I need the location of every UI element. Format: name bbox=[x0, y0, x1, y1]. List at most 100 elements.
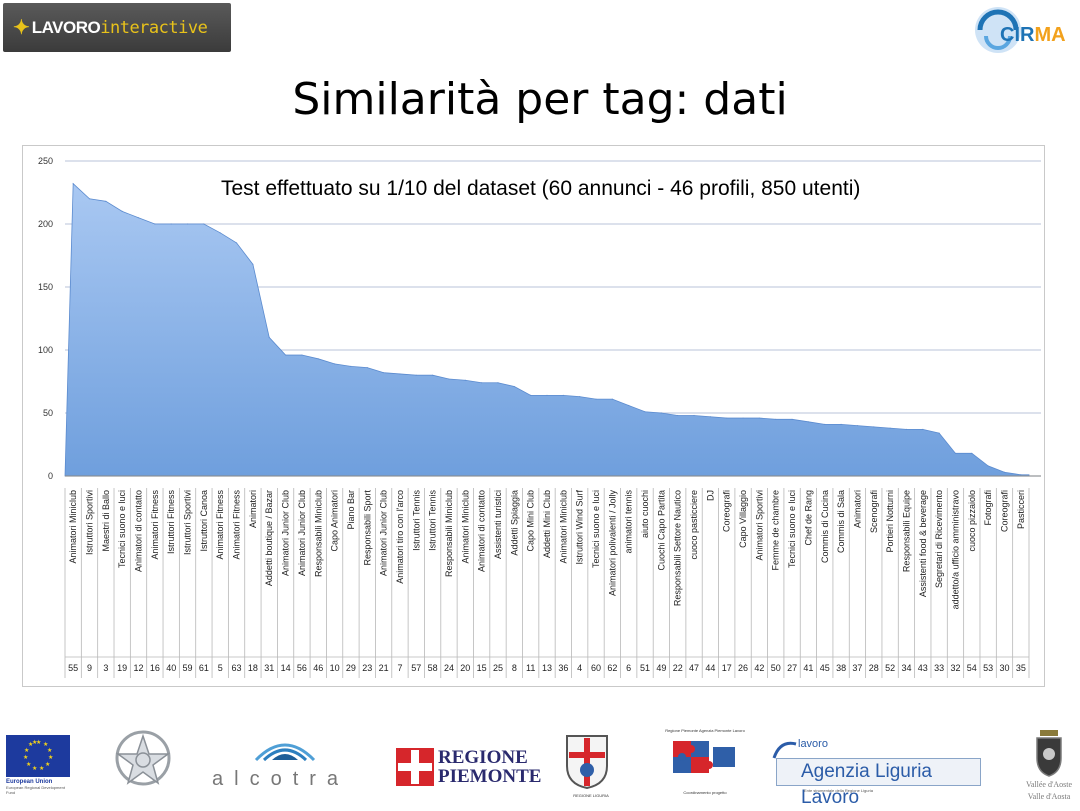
data-point bbox=[170, 223, 172, 225]
id-label: 47 bbox=[689, 663, 699, 673]
x-tick-label: Addetti Spiaggia bbox=[509, 490, 519, 556]
id-label: 53 bbox=[983, 663, 993, 673]
y-tick-label: 250 bbox=[38, 156, 53, 166]
id-label: 11 bbox=[526, 663, 535, 673]
data-point bbox=[513, 385, 515, 388]
x-tick-label: Chef de Rang bbox=[803, 490, 813, 546]
piemonte-wordmark: REGIONE PIEMONTE bbox=[438, 748, 541, 786]
svg-text:★: ★ bbox=[24, 747, 29, 754]
vda-line-1: Vallée d'Aoste bbox=[1025, 780, 1073, 789]
valle-aosta-crest-icon bbox=[1036, 730, 1062, 777]
data-point bbox=[922, 428, 924, 430]
x-tick-label: Istruttori Sportivi bbox=[183, 490, 193, 555]
x-tick-label: Portieri Notturni bbox=[885, 490, 895, 553]
id-label: 22 bbox=[673, 663, 683, 673]
data-point bbox=[399, 373, 401, 375]
all-small-label: lavoro bbox=[798, 738, 828, 750]
id-label: 37 bbox=[852, 663, 862, 673]
x-tick-label: Istruttori Tennis bbox=[411, 490, 421, 551]
x-tick-label: Commis di Cucina bbox=[820, 490, 830, 563]
id-label: 30 bbox=[999, 663, 1009, 673]
data-point bbox=[301, 354, 303, 356]
svg-text:★: ★ bbox=[43, 741, 48, 748]
data-point bbox=[137, 217, 140, 219]
data-point bbox=[1003, 471, 1006, 473]
x-tick-label: Animatori Miniclub bbox=[558, 490, 568, 564]
cirma-wordmark: CIRMA bbox=[1000, 24, 1066, 47]
y-tick-label: 50 bbox=[43, 408, 53, 418]
x-tick-label: Pasticceri bbox=[1016, 490, 1026, 529]
id-label: 26 bbox=[738, 663, 748, 673]
logo-word-lavoro: LAVORO bbox=[31, 17, 101, 37]
data-point bbox=[775, 418, 777, 420]
id-label: 17 bbox=[722, 663, 732, 673]
data-point bbox=[971, 452, 973, 454]
id-label: 55 bbox=[68, 663, 78, 673]
id-label: 29 bbox=[346, 663, 356, 673]
all-swirl-icon bbox=[772, 741, 797, 759]
piemonte-cross-icon bbox=[396, 748, 434, 786]
vda-line-2: Valle d'Aosta bbox=[1027, 792, 1071, 801]
x-tick-label: Responsabili Equipe bbox=[901, 490, 911, 572]
svg-text:★: ★ bbox=[47, 747, 52, 754]
alcotra-wordmark: alcotra bbox=[212, 768, 350, 790]
id-label: 5 bbox=[218, 663, 223, 673]
data-point bbox=[987, 465, 989, 467]
data-point bbox=[235, 242, 238, 244]
x-tick-label: Animatori Fitness bbox=[215, 490, 225, 560]
cirma-logo: CIRMA bbox=[970, 2, 1080, 58]
data-point bbox=[72, 183, 74, 185]
data-point bbox=[464, 379, 466, 381]
data-point bbox=[791, 418, 793, 420]
id-label: 28 bbox=[869, 663, 879, 673]
id-label: 19 bbox=[117, 663, 127, 673]
svg-text:★: ★ bbox=[45, 761, 50, 768]
x-tick-label: Tecnici suono e luci bbox=[787, 490, 797, 568]
id-label: 36 bbox=[558, 663, 568, 673]
regione-piemonte-logo: REGIONE PIEMONTE bbox=[396, 748, 541, 788]
data-point bbox=[366, 367, 368, 369]
data-point bbox=[660, 412, 662, 414]
regione-liguria-logo: REGIONE LIGURIA bbox=[562, 732, 612, 800]
id-label: 20 bbox=[460, 663, 470, 673]
x-tick-label: Animatori tiro con l'arco bbox=[395, 490, 405, 584]
id-label: 9 bbox=[87, 663, 92, 673]
data-point bbox=[88, 198, 91, 200]
data-point bbox=[595, 398, 597, 400]
id-label: 38 bbox=[836, 663, 846, 673]
data-point bbox=[709, 416, 711, 418]
data-point bbox=[497, 382, 499, 384]
data-point bbox=[105, 200, 107, 202]
x-tick-label: Istruttori Canoa bbox=[199, 490, 209, 552]
id-label: 3 bbox=[103, 663, 108, 673]
svg-text:★: ★ bbox=[28, 741, 33, 748]
id-label: 62 bbox=[607, 663, 617, 673]
x-tick-label: Assistenti food & beverage bbox=[918, 490, 928, 597]
id-label: 15 bbox=[477, 663, 487, 673]
id-label: 43 bbox=[918, 663, 928, 673]
data-point bbox=[677, 414, 679, 417]
data-point bbox=[644, 411, 646, 413]
x-tick-label: Coreografi bbox=[999, 490, 1009, 532]
x-tick-label: Istruttori Wind Surf bbox=[575, 490, 585, 565]
x-tick-label: Responsabili Miniclub bbox=[444, 490, 454, 577]
eu-flag-icon: ★ ★ ★ ★ ★ ★ ★ ★ ★ ★ ★ ★ bbox=[6, 735, 70, 777]
data-point bbox=[1020, 474, 1022, 476]
data-point bbox=[284, 354, 287, 356]
data-point bbox=[432, 374, 434, 376]
all-big-label: Agenzia Liguria Lavoro bbox=[776, 758, 981, 808]
liguria-shield-icon bbox=[566, 735, 608, 790]
x-tick-label: aiuto cuochi bbox=[640, 490, 650, 538]
x-tick-label: Addetti boutique / Bazar bbox=[264, 490, 274, 586]
data-point bbox=[742, 417, 744, 419]
data-point bbox=[758, 417, 761, 419]
svg-text:★: ★ bbox=[39, 765, 44, 772]
x-tick-label: Istruttori Sportivi bbox=[85, 490, 95, 555]
id-label: 40 bbox=[166, 663, 176, 673]
area-series bbox=[64, 182, 1030, 477]
id-label: 14 bbox=[281, 663, 291, 673]
x-tick-label: Femme de chambre bbox=[771, 490, 781, 571]
x-tick-label: Animatori di contatto bbox=[134, 490, 144, 572]
x-tick-label: Tecnici suono e luci bbox=[591, 490, 601, 568]
x-tick-label: Animatori polivalenti / Jolly bbox=[607, 490, 617, 597]
